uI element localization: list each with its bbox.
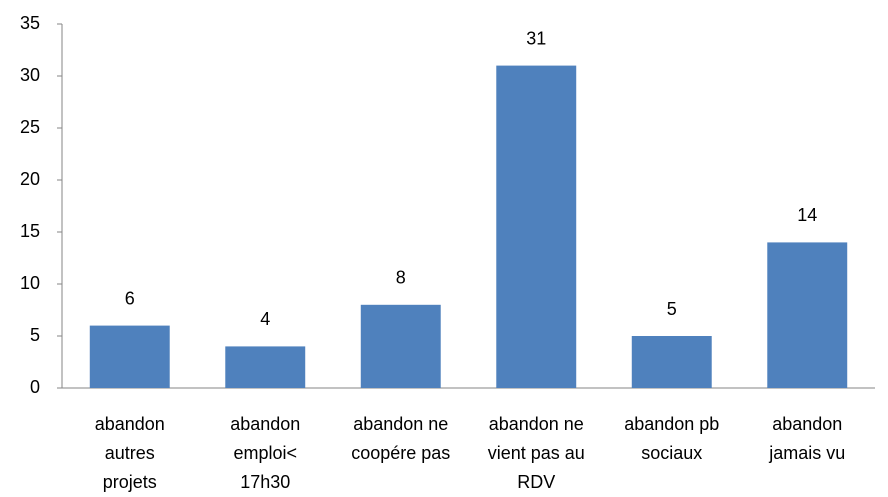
value-label: 6 xyxy=(125,288,135,308)
x-tick-label: abandon autres projets xyxy=(94,414,165,492)
value-label: 8 xyxy=(396,268,406,288)
y-tick-label: 15 xyxy=(20,221,40,241)
y-tick-label: 30 xyxy=(20,65,40,85)
value-label: 31 xyxy=(526,28,546,48)
bar xyxy=(89,325,170,388)
y-tick-label: 25 xyxy=(20,117,40,137)
x-tick-label: abandon ne vient pas au RDV xyxy=(487,414,585,492)
value-label: 14 xyxy=(797,205,817,225)
x-tick-label: abandon pb sociaux xyxy=(624,414,720,463)
bar xyxy=(767,242,848,388)
bar xyxy=(496,65,577,388)
value-label: 5 xyxy=(667,299,677,319)
bar xyxy=(360,304,441,388)
y-tick-label: 20 xyxy=(20,169,40,189)
bar xyxy=(631,336,712,388)
x-tick-label: abandon ne coopére pas xyxy=(351,414,451,463)
x-tick-label: abandon emploi< 17h30 xyxy=(230,414,301,492)
y-tick-label: 5 xyxy=(30,325,40,345)
x-tick-label: abandon jamais vu xyxy=(769,414,846,463)
y-tick-label: 10 xyxy=(20,273,40,293)
value-label: 4 xyxy=(260,309,270,329)
bar xyxy=(225,346,306,388)
y-tick-label: 35 xyxy=(20,13,40,33)
y-tick-label: 0 xyxy=(30,377,40,397)
